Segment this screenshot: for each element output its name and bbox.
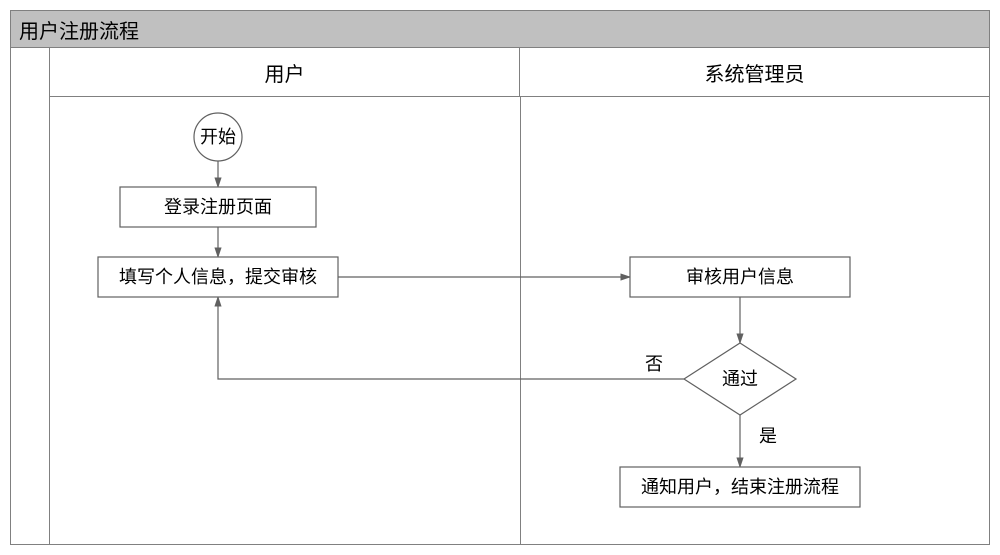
flowchart-container: 用户注册流程 用户 系统管理员 是 否 <box>10 10 990 545</box>
title-bar: 用户注册流程 <box>11 11 989 48</box>
edge-label: 是 <box>759 426 777 446</box>
lane-header-admin: 系统管理员 <box>520 48 989 96</box>
node-decision-label: 通过 <box>722 369 758 389</box>
lane-header-user: 用户 <box>50 48 520 96</box>
title-text: 用户注册流程 <box>19 15 139 44</box>
node-fill-label: 填写个人信息，提交审核 <box>119 267 317 287</box>
lane-user-label: 用户 <box>265 58 305 87</box>
lane-admin-label: 系统管理员 <box>705 58 805 87</box>
swimlanes: 用户 系统管理员 是 否 开始登录注册页面填写个人信息，提交审核 审核用户信息通过通知… <box>50 48 989 544</box>
node-start-label: 开始 <box>200 127 236 147</box>
nodes-group: 开始登录注册页面填写个人信息，提交审核 审核用户信息通过通知用户，结束注册流程 <box>98 113 860 507</box>
left-margin <box>11 48 50 544</box>
edge-decision-fill <box>218 297 684 379</box>
lane-header-row: 用户 系统管理员 <box>50 48 989 97</box>
lane-body: 是 否 开始登录注册页面填写个人信息，提交审核 审核用户信息通过通知用户，结束注册流程 <box>50 97 989 545</box>
edge-label: 否 <box>645 354 663 374</box>
node-login-label: 登录注册页面 <box>164 197 272 217</box>
node-notify-label: 通知用户，结束注册流程 <box>641 477 839 497</box>
node-review-label: 审核用户信息 <box>686 267 794 287</box>
flow-svg: 是 否 开始登录注册页面填写个人信息，提交审核 审核用户信息通过通知用户，结束注册流程 <box>50 97 990 545</box>
body-area: 用户 系统管理员 是 否 开始登录注册页面填写个人信息，提交审核 审核用户信息通过通知… <box>11 48 989 544</box>
